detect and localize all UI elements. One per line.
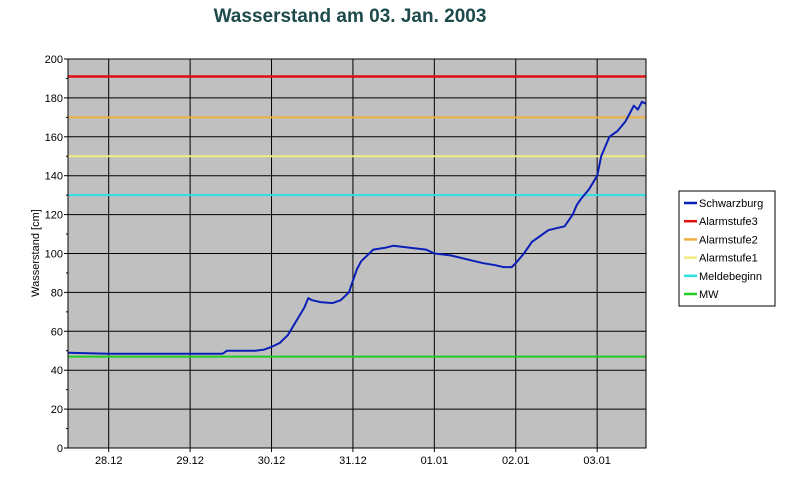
x-tick-label: 03.01 [583,455,611,467]
reference-lines [68,75,646,358]
legend-label: Alarmstufe2 [699,234,758,246]
series-line-schwarzburg [67,100,647,355]
y-tick-label: 200 [45,54,63,66]
axes: 0 20 40 60 80 100 120 140 160 180 200 28.12 29.12 30.… [45,54,611,467]
x-tick-label: 30.12 [258,455,286,467]
legend: Schwarzburg Alarmstufe3 Alarmstufe2 Alarmst… [678,190,776,307]
legend-label: Alarmstufe1 [699,253,758,265]
y-tick-label: 120 [45,210,63,222]
y-tick-label: 100 [45,249,63,261]
y-tick-label: 160 [45,132,63,144]
y-axis-title: Wasserstand [cm] [30,209,42,297]
legend-label: Meldebeginn [699,271,762,283]
y-tick-label: 20 [51,404,63,416]
y-tick-label: 40 [51,365,63,377]
legend-box [678,190,776,307]
series-layer [67,100,647,355]
y-tick-label: 60 [51,326,63,338]
x-tick-label: 29.12 [176,455,204,467]
y-tick-label: 80 [51,287,63,299]
legend-label: Schwarzburg [699,198,763,210]
legend-label: MW [699,289,719,301]
y-tick-label: 140 [45,171,63,183]
x-tick-label: 01.01 [421,455,449,467]
legend-label: Alarmstufe3 [699,216,758,228]
x-tick-label: 28.12 [95,455,123,467]
x-tick-label: 02.01 [502,455,530,467]
x-tick-label: 31.12 [339,455,367,467]
y-tick-label: 0 [57,443,63,455]
y-tick-label: 180 [45,93,63,105]
chart-title: Wasserstand am 03. Jan. 2003 [213,6,487,27]
